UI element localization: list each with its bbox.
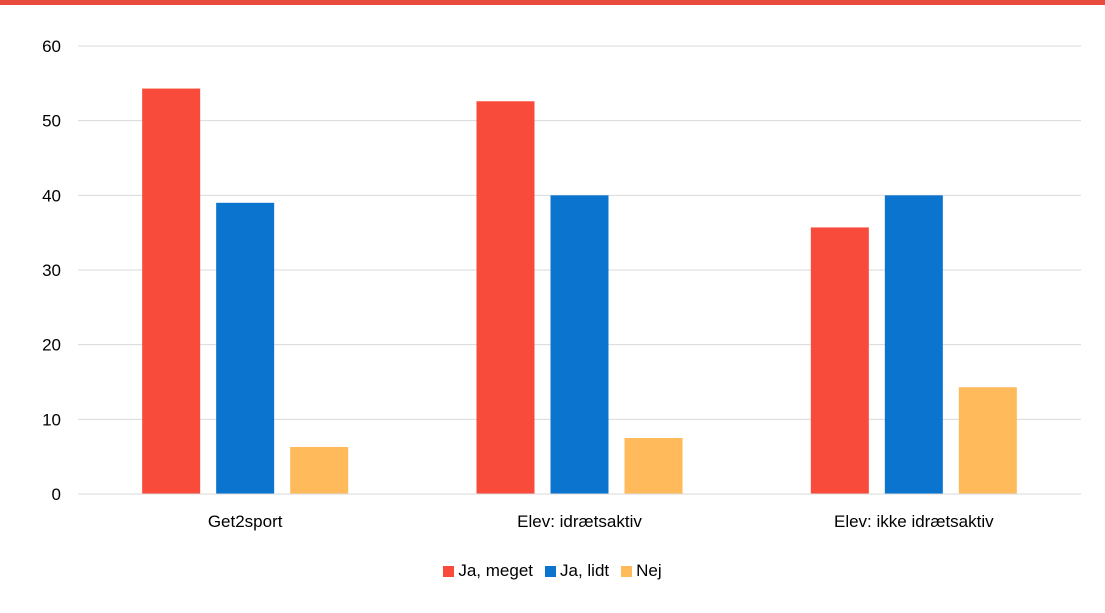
legend-item-nej: Nej [621,561,662,581]
y-tick-label-10: 10 [42,410,61,429]
x-tick-label-0: Get2sport [208,512,283,531]
legend-item-ja-meget: Ja, meget [443,561,533,581]
legend: Ja, meget Ja, lidt Nej [0,559,1105,583]
y-tick-label-50: 50 [42,112,61,131]
legend-swatch-ja-meget [443,565,455,577]
legend-label-nej: Nej [636,561,662,580]
bar-2-2 [958,387,1017,494]
bar-2-0 [810,227,869,494]
x-axis-tick-labels: Get2sport Elev: idrætsaktiv Elev: ikke idr… [208,512,994,531]
x-tick-label-2: Elev: ikke idrætsaktiv [834,512,994,531]
y-tick-label-40: 40 [42,186,61,205]
bar-0-0 [142,88,201,494]
accent-top-rule [0,0,1105,5]
y-tick-label-60: 60 [42,37,61,56]
legend-swatch-nej [621,565,633,577]
bar-0-2 [290,446,349,494]
y-tick-label-0: 0 [52,485,61,504]
bar-1-1 [550,195,609,495]
bar-1-0 [476,101,535,495]
bar-1-2 [624,438,683,494]
x-tick-label-1: Elev: idrætsaktiv [517,512,642,531]
y-axis-tick-labels: 0 10 20 30 40 50 60 [42,37,61,504]
legend-item-ja-lidt: Ja, lidt [545,561,609,581]
bars [142,88,1017,495]
legend-label-ja-meget: Ja, meget [458,561,533,580]
bar-0-1 [216,202,275,495]
bar-2-1 [884,195,943,495]
legend-label-ja-lidt: Ja, lidt [560,561,610,580]
legend-swatch-ja-lidt [545,565,556,577]
y-tick-label-30: 30 [42,261,61,280]
y-tick-label-20: 20 [42,336,61,355]
